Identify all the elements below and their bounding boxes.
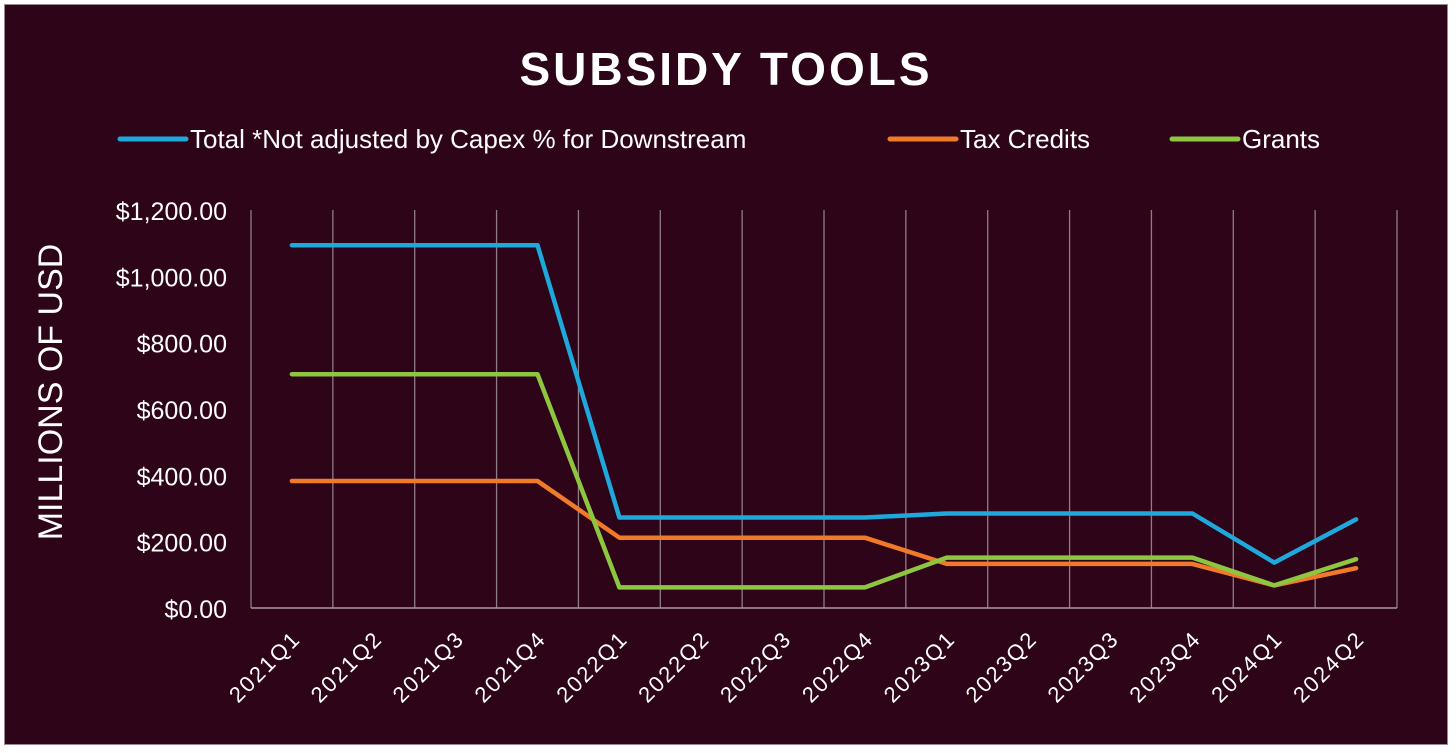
x-tick-label: 2024Q1 <box>1206 626 1288 708</box>
x-tick-label: 2021Q2 <box>306 626 388 708</box>
x-tick-label: 2021Q3 <box>388 626 470 708</box>
y-axis-title: MILLIONS OF USD <box>32 244 70 541</box>
x-tick-label: 2022Q4 <box>797 626 879 708</box>
chart-frame: SUBSIDY TOOLS Total *Not adjusted by Cap… <box>4 4 1448 745</box>
series-lines <box>289 242 1359 590</box>
y-tick-label: $800.00 <box>137 331 227 359</box>
y-tick-labels: $0.00 $200.00 $400.00 $600.00 $800.00 $1,000.… <box>116 198 227 624</box>
x-tick-label: 2021Q1 <box>224 626 306 708</box>
x-tick-label: 2021Q4 <box>470 626 552 708</box>
y-tick-label: $400.00 <box>137 463 227 491</box>
legend-label: Total *Not adjusted by Capex % for Downs… <box>190 124 746 154</box>
x-tick-label: 2022Q3 <box>715 626 797 708</box>
x-tick-labels: 2021Q1 2021Q2 2021Q3 2021Q4 2022Q1 2022Q2 2022… <box>224 626 1370 708</box>
legend-label: Tax Credits <box>960 124 1090 154</box>
y-tick-label: $600.00 <box>137 397 227 425</box>
series-line-1 <box>289 478 1359 588</box>
y-tick-label: $1,200.00 <box>116 198 227 226</box>
chart-title: SUBSIDY TOOLS <box>519 43 932 95</box>
x-tick-label: 2024Q2 <box>1288 626 1370 708</box>
x-tick-label: 2023Q4 <box>1124 626 1206 708</box>
y-tick-label: $1,000.00 <box>116 264 227 292</box>
legend: Total *Not adjusted by Capex % for Downs… <box>117 124 1320 154</box>
x-tick-label: 2023Q1 <box>879 626 961 708</box>
x-tick-label: 2022Q1 <box>551 626 633 708</box>
x-tick-label: 2023Q3 <box>1043 626 1125 708</box>
x-tick-label: 2023Q2 <box>961 626 1043 708</box>
legend-label: Grants <box>1242 124 1320 154</box>
y-tick-label: $0.00 <box>164 596 227 624</box>
series-line-0 <box>289 242 1359 565</box>
grid-lines <box>250 210 1398 609</box>
series-line-2 <box>289 371 1359 590</box>
chart-svg: SUBSIDY TOOLS Total *Not adjusted by Cap… <box>32 43 1398 708</box>
x-tick-label: 2022Q2 <box>633 626 715 708</box>
y-tick-label: $200.00 <box>137 530 227 558</box>
